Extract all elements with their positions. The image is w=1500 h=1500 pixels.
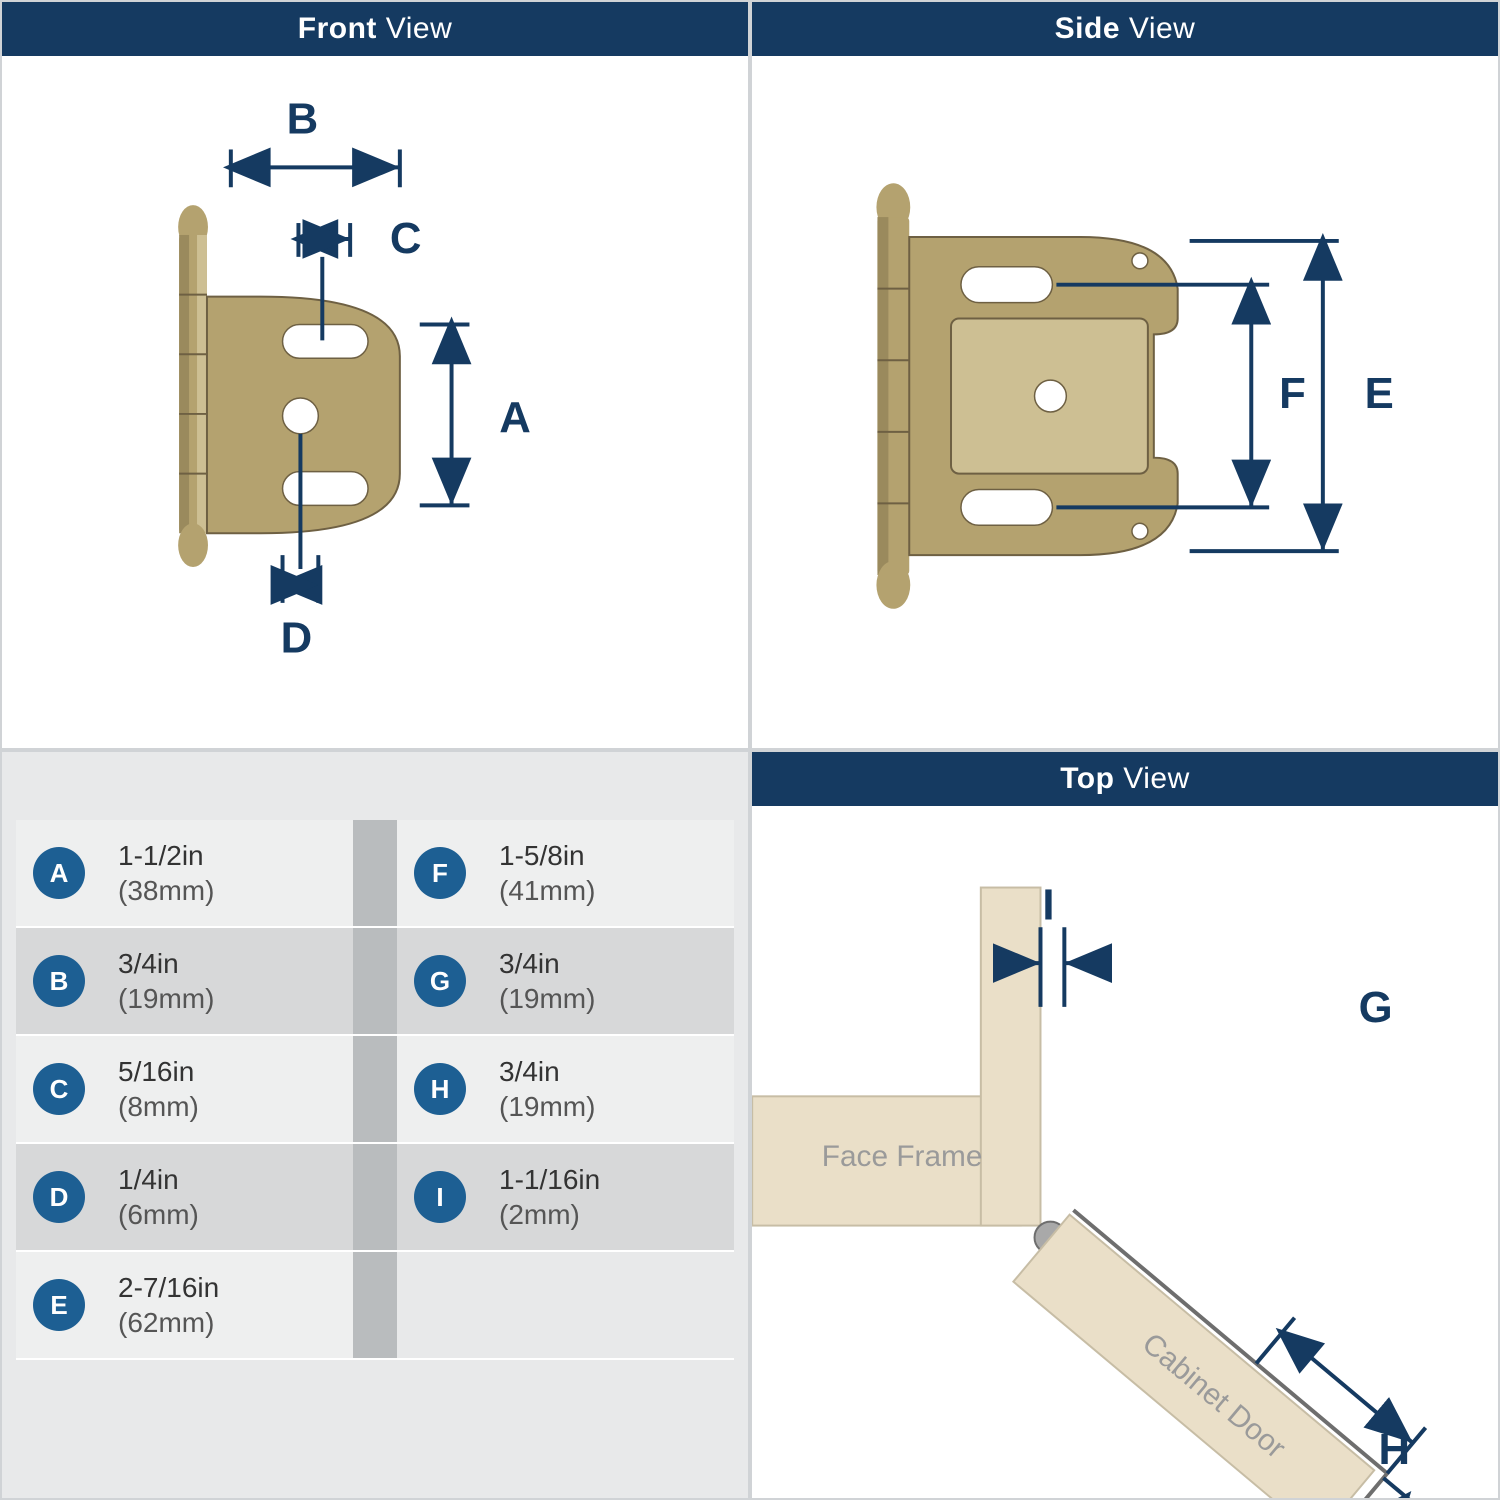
- val-C: 5/16in (8mm): [102, 1036, 353, 1144]
- key-G: G: [397, 928, 483, 1036]
- top-figure: Face Frame Cabinet Door: [752, 808, 1498, 1498]
- dim-A: A: [420, 324, 531, 505]
- title-front-light: View: [386, 12, 452, 45]
- val-I: 1-1/16in (2mm): [483, 1144, 734, 1252]
- val-B: 3/4in (19mm): [102, 928, 353, 1036]
- dim-letter-B: B: [287, 95, 319, 144]
- val-B-imp: 3/4in: [118, 946, 337, 981]
- front-hinge-leaf: [207, 297, 400, 534]
- dim-letter-C: C: [390, 214, 422, 263]
- val-I-imp: 1-1/16in: [499, 1162, 718, 1197]
- front-figure: B C A: [2, 58, 748, 748]
- dim-letter-E: E: [1365, 369, 1394, 418]
- val-A: 1-1/2in (38mm): [102, 820, 353, 928]
- val-D-met: (6mm): [118, 1197, 337, 1232]
- key-I: I: [397, 1144, 483, 1252]
- badge-B: B: [33, 955, 85, 1007]
- val-H-imp: 3/4in: [499, 1054, 718, 1089]
- badge-H: H: [414, 1063, 466, 1115]
- val-E-met: (62mm): [118, 1305, 337, 1340]
- title-side: Side View: [752, 2, 1498, 56]
- face-frame-label: Face Frame: [822, 1140, 983, 1173]
- side-hinge-barrel: [876, 183, 910, 609]
- key-F: F: [397, 820, 483, 928]
- val-H: 3/4in (19mm): [483, 1036, 734, 1144]
- dim-B: B: [231, 95, 400, 188]
- key-E: E: [16, 1252, 102, 1360]
- title-top-light: View: [1123, 762, 1189, 795]
- dim-letter-F: F: [1279, 369, 1306, 418]
- quadrant-top: Top View Face Frame Cabinet Door: [750, 750, 1500, 1500]
- dim-letter-G: G: [1359, 983, 1393, 1032]
- dim-letter-D: D: [281, 614, 313, 663]
- front-svg: B C A: [2, 58, 748, 748]
- face-frame-shape-vert: [981, 888, 1041, 1226]
- key-D: D: [16, 1144, 102, 1252]
- key-B: B: [16, 928, 102, 1036]
- val-D-imp: 1/4in: [118, 1162, 337, 1197]
- title-top: Top View: [752, 752, 1498, 806]
- val-A-met: (38mm): [118, 873, 337, 908]
- layout-grid: Front View: [0, 0, 1500, 1500]
- key-H: H: [397, 1036, 483, 1144]
- badge-D: D: [33, 1171, 85, 1223]
- dim-letter-H: H: [1379, 1425, 1411, 1474]
- val-D: 1/4in (6mm): [102, 1144, 353, 1252]
- badge-G: G: [414, 955, 466, 1007]
- val-I-met: (2mm): [499, 1197, 718, 1232]
- val-G-imp: 3/4in: [499, 946, 718, 981]
- val-G: 3/4in (19mm): [483, 928, 734, 1036]
- key-C: C: [16, 1036, 102, 1144]
- title-top-bold: Top: [1060, 762, 1114, 795]
- dim-letter-I: I: [1042, 880, 1054, 929]
- quadrant-front: Front View: [0, 0, 750, 750]
- title-side-bold: Side: [1055, 12, 1120, 45]
- title-front: Front View: [2, 2, 748, 56]
- val-F: 1-5/8in (41mm): [483, 820, 734, 928]
- val-F-met: (41mm): [499, 873, 718, 908]
- badge-C: C: [33, 1063, 85, 1115]
- val-H-met: (19mm): [499, 1089, 718, 1124]
- front-hinge-barrel: [178, 205, 208, 567]
- side-figure: E F: [752, 58, 1498, 748]
- side-svg: E F: [752, 58, 1498, 748]
- val-C-imp: 5/16in: [118, 1054, 337, 1089]
- dimension-table: A 1-1/2in (38mm) F 1-5/8in (41mm) B: [16, 820, 734, 1360]
- val-G-met: (19mm): [499, 981, 718, 1016]
- badge-A: A: [33, 847, 85, 899]
- title-front-bold: Front: [298, 12, 377, 45]
- val-C-met: (8mm): [118, 1089, 337, 1124]
- key-A: A: [16, 820, 102, 928]
- badge-I: I: [414, 1171, 466, 1223]
- val-B-met: (19mm): [118, 981, 337, 1016]
- title-side-light: View: [1129, 12, 1195, 45]
- val-F-imp: 1-5/8in: [499, 838, 718, 873]
- dim-letter-A: A: [499, 393, 531, 442]
- val-A-imp: 1-1/2in: [118, 838, 337, 873]
- quadrant-table: A 1-1/2in (38mm) F 1-5/8in (41mm) B: [0, 750, 750, 1500]
- badge-E: E: [33, 1279, 85, 1331]
- val-E-imp: 2-7/16in: [118, 1270, 337, 1305]
- val-E: 2-7/16in (62mm): [102, 1252, 353, 1360]
- badge-F: F: [414, 847, 466, 899]
- quadrant-side: Side View: [750, 0, 1500, 750]
- top-svg: Face Frame Cabinet Door: [752, 808, 1498, 1498]
